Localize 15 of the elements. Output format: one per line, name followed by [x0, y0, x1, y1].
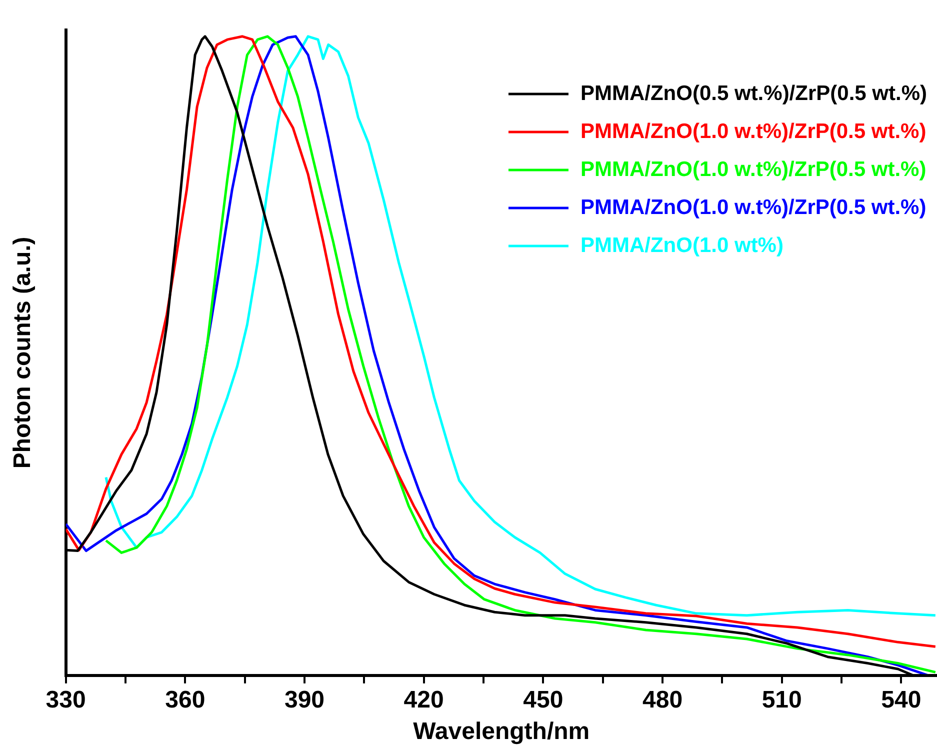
x-tick-label: 540 [881, 686, 922, 714]
x-tick-label: 360 [165, 686, 206, 714]
x-tick-label: 480 [642, 686, 683, 714]
x-tick-label: 330 [46, 686, 86, 714]
x-tick-label: 450 [523, 686, 564, 714]
legend-label: PMMA/ZnO(1.0 w.t%)/ZrP(0.5 wt.%) [580, 158, 926, 181]
x-tick-label: 390 [284, 686, 325, 714]
x-tick-label: 510 [762, 686, 802, 714]
legend-label: PMMA/ZnO(1.0 w.t%)/ZrP(0.5 wt.%) [580, 120, 926, 143]
y-axis-title: Photon counts (a.u.) [9, 236, 36, 469]
legend-label: PMMA/ZnO(1.0 wt%) [580, 234, 784, 257]
x-tick-label: 420 [404, 686, 444, 714]
x-axis-title: Wavelength/nm [413, 718, 590, 746]
legend-label: PMMA/ZnO(1.0 w.t%)/ZrP(0.5 wt.%) [580, 196, 926, 219]
legend-label: PMMA/ZnO(0.5 wt.%)/ZrP(0.5 wt.%) [580, 82, 928, 105]
